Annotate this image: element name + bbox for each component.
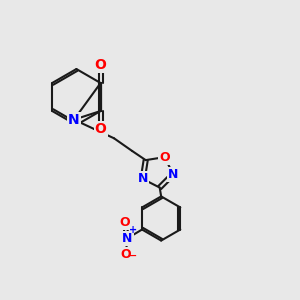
Text: O: O xyxy=(159,151,170,164)
Text: N: N xyxy=(168,168,178,181)
Text: +: + xyxy=(129,225,137,236)
Text: N: N xyxy=(68,112,80,127)
Text: −: − xyxy=(128,251,137,261)
Text: N: N xyxy=(122,232,133,245)
Text: O: O xyxy=(95,122,106,136)
Text: O: O xyxy=(121,248,131,261)
Text: N: N xyxy=(137,172,148,185)
Text: O: O xyxy=(119,216,130,229)
Text: O: O xyxy=(95,58,106,72)
